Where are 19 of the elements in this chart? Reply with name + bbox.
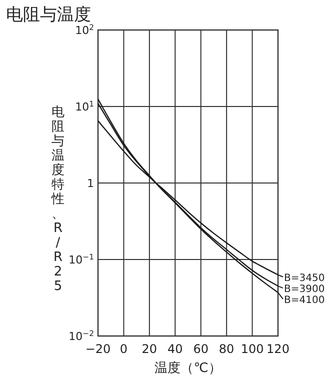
y-tick-label: 10$^{1}$: [75, 99, 94, 114]
x-tick-label: 120: [266, 342, 290, 356]
y-tick-label: 10$^{2}$: [75, 22, 94, 37]
legend-label: B=3450: [284, 272, 325, 284]
legend-label: B=4100: [284, 295, 325, 306]
y-tick-label: 10$^{−2}$: [68, 328, 94, 343]
chart-title: 电阻与温度: [6, 5, 91, 25]
legend-label: B=3900: [284, 284, 325, 296]
x-tick-label: 80: [218, 342, 234, 356]
y-tick-label: 1: [87, 177, 94, 190]
x-tick-label: 40: [168, 342, 183, 356]
x-tick-label: 100: [240, 342, 264, 356]
y-axis-title: 电阻与温度特性、R/R25: [52, 105, 64, 294]
y-tick-label: 10$^{−1}$: [68, 252, 94, 266]
x-tick-label: 60: [193, 342, 208, 356]
x-tick-label: −20: [85, 342, 111, 356]
x-tick-label: 20: [142, 342, 158, 356]
x-tick-label: 0: [120, 342, 128, 356]
x-axis-title: 温度（℃）: [154, 360, 222, 376]
